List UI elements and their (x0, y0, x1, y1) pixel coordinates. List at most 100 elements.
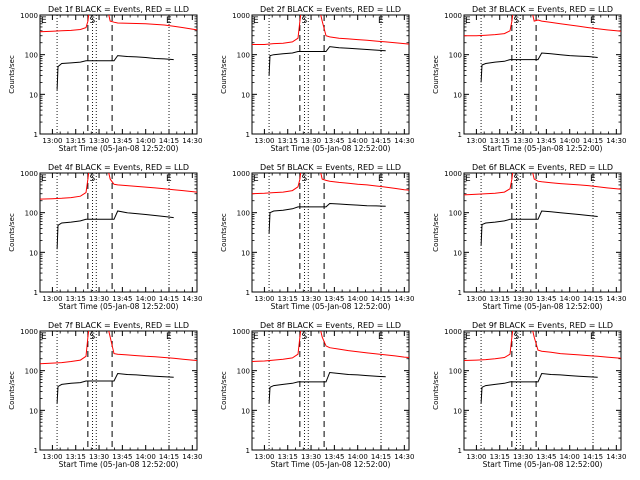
x-tick-label: 13:30 (513, 453, 533, 461)
y-tick-label: 1 (34, 131, 38, 139)
plot-title: Det 5f BLACK = Events, RED = LLD (260, 163, 401, 172)
y-tick-label: 100 (237, 210, 250, 218)
y-axis-label: Counts/sec (8, 55, 16, 94)
y-axis-label: Counts/sec (220, 371, 228, 410)
end-marker: E (378, 332, 384, 342)
events-series-line (56, 372, 174, 404)
y-tick-label: 1 (458, 131, 462, 139)
lld-series-line (40, 331, 197, 365)
y-axis-label: Counts/sec (220, 213, 228, 252)
x-tick-label: 13:30 (301, 453, 321, 461)
x-axis-label: Start Time (05-Jan-08 12:52:00) (59, 144, 179, 153)
start-marker: S (514, 174, 520, 184)
x-tick-label: 13:45 (536, 295, 556, 303)
y-tick-label: 10 (241, 249, 250, 257)
left-edge-marker: E (41, 16, 47, 26)
x-tick-label: 13:30 (89, 137, 109, 145)
plot-frame (463, 330, 622, 451)
y-tick-label: 1 (458, 289, 462, 297)
x-tick-label: 13:30 (89, 295, 109, 303)
plot-title: Det 7f BLACK = Events, RED = LLD (48, 321, 189, 330)
events-series-line (56, 55, 174, 90)
y-tick-label: 1 (34, 447, 38, 455)
x-tick-label: 13:00 (42, 137, 62, 145)
x-tick-label: 14:30 (606, 295, 626, 303)
x-tick-label: 13:00 (466, 295, 486, 303)
x-tick-label: 13:15 (66, 295, 86, 303)
end-marker: E (166, 16, 172, 26)
y-tick-label: 100 (449, 210, 462, 218)
x-tick-label: 14:15 (583, 295, 603, 303)
plot-title: Det 9f BLACK = Events, RED = LLD (472, 321, 613, 330)
x-tick-label: 13:30 (301, 137, 321, 145)
left-edge-marker: E (465, 16, 471, 26)
x-axis-label: Start Time (05-Jan-08 12:52:00) (271, 460, 391, 469)
y-tick-label: 1000 (444, 170, 462, 178)
x-tick-label: 13:00 (466, 137, 486, 145)
plot-frame (251, 330, 410, 451)
x-tick-label: 14:00 (560, 453, 580, 461)
x-tick-label: 14:30 (606, 453, 626, 461)
y-axis-label: Counts/sec (432, 55, 440, 94)
start-marker: S (90, 174, 96, 184)
x-tick-label: 13:00 (466, 453, 486, 461)
x-tick-label: 13:30 (89, 453, 109, 461)
plot-title: Det 1f BLACK = Events, RED = LLD (48, 5, 189, 14)
plot-title: Det 2f BLACK = Events, RED = LLD (260, 5, 401, 14)
left-edge-marker: E (253, 332, 259, 342)
left-edge-marker: E (253, 16, 259, 26)
panel-7: Det 7f BLACK = Events, RED = LLD 1 10 100 10… (8, 321, 202, 469)
y-tick-label: 100 (237, 52, 250, 60)
y-tick-label: 10 (29, 249, 38, 257)
y-tick-label: 10 (241, 91, 250, 99)
x-tick-label: 13:45 (112, 295, 132, 303)
x-tick-label: 13:15 (490, 137, 510, 145)
plot-frame (463, 172, 622, 293)
lld-series-line (40, 15, 197, 33)
x-tick-label: 13:00 (254, 137, 274, 145)
plot-frame (463, 14, 622, 135)
panel-9: Det 9f BLACK = Events, RED = LLD 1 10 100 10… (432, 321, 626, 469)
x-tick-label: 13:00 (254, 453, 274, 461)
end-marker: E (590, 16, 596, 26)
left-edge-marker: E (41, 174, 47, 184)
x-tick-label: 14:30 (182, 453, 202, 461)
y-tick-label: 1 (34, 289, 38, 297)
events-series-line (56, 210, 174, 250)
y-axis-label: Counts/sec (8, 371, 16, 410)
panel-2: Det 2f BLACK = Events, RED = LLD 1 10 100 10… (220, 5, 414, 153)
y-tick-label: 1000 (232, 170, 250, 178)
x-tick-label: 13:45 (324, 453, 344, 461)
x-tick-label: 14:00 (560, 137, 580, 145)
end-marker: E (166, 332, 172, 342)
x-tick-label: 13:15 (278, 295, 298, 303)
left-edge-marker: E (253, 174, 259, 184)
x-tick-label: 13:45 (536, 453, 556, 461)
plot-frame (251, 14, 410, 135)
y-tick-label: 1000 (232, 12, 250, 20)
events-series-line (480, 372, 598, 404)
end-marker: E (590, 174, 596, 184)
y-axis-label: Counts/sec (432, 213, 440, 252)
start-marker: S (302, 174, 308, 184)
y-tick-label: 1000 (20, 328, 38, 336)
start-marker: S (302, 332, 308, 342)
x-tick-label: 13:15 (278, 453, 298, 461)
start-marker: S (90, 332, 96, 342)
x-tick-label: 13:30 (513, 295, 533, 303)
x-tick-label: 14:00 (560, 295, 580, 303)
end-marker: E (166, 174, 172, 184)
x-tick-label: 13:15 (66, 453, 86, 461)
y-tick-label: 1000 (444, 328, 462, 336)
y-tick-label: 100 (449, 368, 462, 376)
y-tick-label: 1 (246, 447, 250, 455)
x-tick-label: 14:15 (159, 295, 179, 303)
y-tick-label: 10 (453, 91, 462, 99)
x-tick-label: 14:00 (136, 295, 156, 303)
x-tick-label: 13:45 (112, 137, 132, 145)
y-axis-label: Counts/sec (432, 371, 440, 410)
x-tick-label: 13:45 (324, 295, 344, 303)
plot-title: Det 4f BLACK = Events, RED = LLD (48, 163, 189, 172)
x-tick-label: 13:15 (66, 137, 86, 145)
plot-title: Det 3f BLACK = Events, RED = LLD (472, 5, 613, 14)
